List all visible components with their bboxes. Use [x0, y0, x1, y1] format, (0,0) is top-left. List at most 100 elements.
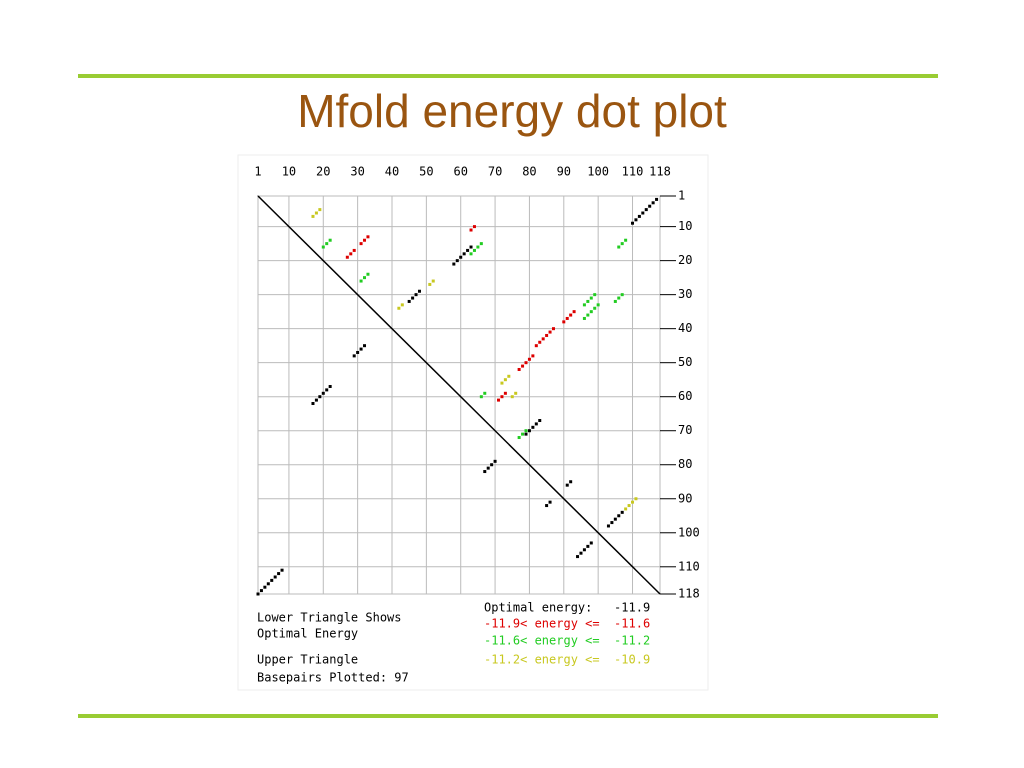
dot: [514, 391, 518, 395]
dot: [589, 310, 593, 314]
y-tick-label: 50: [678, 355, 692, 369]
dot: [352, 248, 356, 252]
dot: [572, 310, 576, 314]
dot: [620, 510, 624, 514]
legend-entry: -11.2< energy <= -10.9: [484, 653, 650, 667]
plot-image: [237, 154, 709, 691]
dot: [545, 504, 549, 508]
dot: [503, 391, 507, 395]
dot: [548, 500, 552, 504]
dot: [345, 255, 349, 259]
dot: [582, 316, 586, 320]
dot: [606, 524, 610, 528]
dot: [321, 391, 325, 395]
dot: [280, 568, 284, 572]
dot: [325, 388, 329, 392]
x-tick-label: 90: [557, 165, 571, 179]
note: Optimal Energy: [257, 627, 358, 641]
dot: [417, 289, 421, 293]
dot: [311, 214, 315, 218]
x-tick-label: 110: [622, 165, 644, 179]
dot: [414, 293, 418, 297]
dot: [500, 381, 504, 385]
dot: [521, 432, 525, 436]
dot: [407, 299, 411, 303]
dot: [314, 398, 318, 402]
dot: [627, 504, 631, 508]
dot: [352, 354, 356, 358]
dot: [593, 293, 597, 297]
dot: [479, 395, 483, 399]
note: Basepairs Plotted: 97: [257, 671, 409, 685]
y-tick-label: 118: [678, 587, 700, 601]
dot: [651, 201, 655, 205]
dot: [562, 320, 566, 324]
dot: [363, 344, 367, 348]
dot: [610, 521, 614, 525]
legend-entry: -11.6< energy <= -11.2: [484, 634, 650, 648]
dot: [359, 347, 363, 351]
dot: [644, 208, 648, 212]
dot: [586, 544, 590, 548]
dot: [613, 517, 617, 521]
dot: [596, 303, 600, 307]
dot: [318, 208, 322, 212]
dot: [617, 245, 621, 249]
dot: [631, 221, 635, 225]
x-tick-label: 20: [316, 165, 330, 179]
dot-plot: 1 10 20 30 40 50 60 70 80 90 100 110 118110203040506…: [254, 165, 699, 685]
dot: [366, 235, 370, 239]
dot: [617, 514, 621, 518]
y-tick-label: 70: [678, 423, 692, 437]
dot: [431, 279, 435, 283]
dot: [521, 364, 525, 368]
dot: [517, 367, 521, 371]
dot: [256, 592, 260, 596]
x-tick-label: 1: [254, 165, 261, 179]
dot: [534, 422, 538, 426]
dot: [483, 391, 487, 395]
dot: [620, 293, 624, 297]
dot: [462, 252, 466, 256]
dot: [531, 425, 535, 429]
dot: [359, 279, 363, 283]
dot: [469, 228, 473, 232]
dot: [479, 242, 483, 246]
x-tick-label: 50: [419, 165, 433, 179]
dot: [349, 252, 353, 256]
dot: [593, 306, 597, 310]
dot: [624, 507, 628, 511]
dot: [476, 245, 480, 249]
dot: [527, 429, 531, 433]
dot: [469, 245, 473, 249]
dot: [363, 238, 367, 242]
slide-title: Mfold energy dot plot: [297, 85, 727, 137]
dot: [459, 255, 463, 259]
dot: [273, 575, 277, 579]
dot: [545, 333, 549, 337]
dot: [648, 204, 652, 208]
dot: [582, 303, 586, 307]
legend-entry: -11.9< energy <= -11.6: [484, 617, 650, 631]
dot: [624, 238, 628, 242]
dot: [524, 429, 528, 433]
note: Upper Triangle: [257, 653, 358, 667]
dot: [493, 459, 497, 463]
dot: [469, 252, 473, 256]
y-tick-label: 20: [678, 253, 692, 267]
dot: [472, 225, 476, 229]
dot: [472, 248, 476, 252]
dot: [589, 541, 593, 545]
dot: [497, 398, 501, 402]
dot: [586, 313, 590, 317]
dot: [617, 296, 621, 300]
x-tick-label: 118: [649, 165, 671, 179]
x-tick-label: 60: [453, 165, 467, 179]
dot: [318, 395, 322, 399]
dot: [634, 218, 638, 222]
y-tick-label: 80: [678, 457, 692, 471]
dot: [527, 357, 531, 361]
x-tick-label: 100: [587, 165, 609, 179]
dot: [311, 402, 315, 406]
dot: [500, 395, 504, 399]
